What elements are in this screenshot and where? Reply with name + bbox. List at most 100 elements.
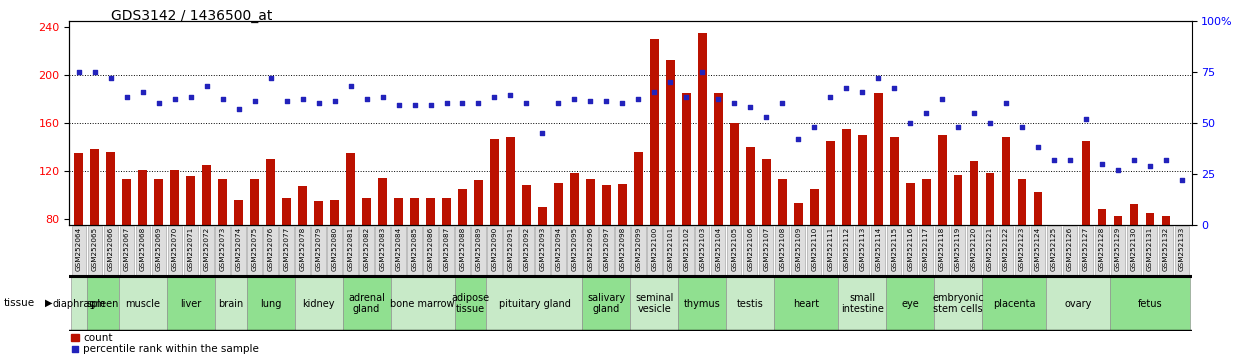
Text: GSM252123: GSM252123: [1018, 226, 1025, 270]
Bar: [618, 184, 627, 315]
Bar: [922, 179, 931, 315]
Point: [868, 75, 887, 81]
Bar: [634, 152, 643, 315]
Text: bone marrow: bone marrow: [391, 298, 455, 309]
Text: GSM252115: GSM252115: [891, 226, 897, 270]
Point: [837, 86, 857, 91]
Bar: [810, 189, 818, 315]
Bar: [442, 199, 451, 315]
Bar: [1127, 226, 1141, 276]
Text: GSM252078: GSM252078: [299, 226, 305, 270]
Text: GSM252127: GSM252127: [1083, 226, 1089, 270]
Text: GSM252076: GSM252076: [268, 226, 273, 270]
Bar: [378, 178, 387, 315]
Text: GSM252109: GSM252109: [795, 226, 801, 270]
Point: [325, 98, 345, 103]
Bar: [838, 277, 886, 330]
Point: [853, 90, 873, 95]
Bar: [727, 226, 742, 276]
Point: [1124, 157, 1143, 162]
Text: GSM252111: GSM252111: [827, 226, 833, 270]
Bar: [1079, 226, 1093, 276]
Bar: [247, 226, 262, 276]
Bar: [1178, 225, 1187, 315]
Text: adrenal
gland: adrenal gland: [349, 293, 384, 314]
Bar: [714, 93, 723, 315]
Bar: [88, 226, 103, 276]
Text: GSM252065: GSM252065: [91, 226, 98, 270]
Bar: [90, 149, 99, 315]
Text: placenta: placenta: [993, 298, 1036, 309]
Text: brain: brain: [218, 298, 243, 309]
Point: [1028, 145, 1048, 150]
Bar: [362, 199, 371, 315]
Bar: [263, 226, 278, 276]
Bar: [311, 226, 326, 276]
Bar: [120, 226, 133, 276]
Point: [549, 100, 569, 105]
Bar: [459, 189, 467, 315]
Bar: [906, 183, 915, 315]
Text: GSM252069: GSM252069: [156, 226, 162, 270]
Text: GSM252066: GSM252066: [108, 226, 114, 270]
Bar: [1162, 216, 1170, 315]
Text: GDS3142 / 1436500_at: GDS3142 / 1436500_at: [111, 9, 273, 23]
Bar: [648, 226, 661, 276]
Bar: [1114, 216, 1122, 315]
Text: GSM252093: GSM252093: [539, 226, 545, 270]
Bar: [391, 277, 455, 330]
Bar: [106, 152, 115, 315]
Text: tissue: tissue: [4, 298, 35, 308]
Bar: [855, 226, 869, 276]
Bar: [823, 226, 838, 276]
Text: adipose
tissue: adipose tissue: [451, 293, 489, 314]
Bar: [215, 277, 247, 330]
Bar: [807, 226, 822, 276]
Point: [117, 94, 137, 99]
Point: [980, 120, 1000, 126]
Bar: [904, 226, 917, 276]
Bar: [871, 226, 885, 276]
Bar: [1046, 277, 1110, 330]
Bar: [1158, 226, 1173, 276]
Text: embryonic
stem cells: embryonic stem cells: [932, 293, 984, 314]
Point: [1060, 157, 1080, 162]
Text: GSM252082: GSM252082: [363, 226, 370, 270]
Bar: [455, 277, 487, 330]
Text: GSM252106: GSM252106: [748, 226, 753, 270]
Bar: [535, 226, 550, 276]
Bar: [392, 226, 405, 276]
Bar: [138, 170, 147, 315]
Bar: [1095, 226, 1109, 276]
Bar: [967, 226, 981, 276]
Bar: [664, 226, 677, 276]
Bar: [759, 226, 774, 276]
Bar: [954, 175, 963, 315]
Bar: [426, 199, 435, 315]
Bar: [842, 129, 850, 315]
Bar: [616, 226, 629, 276]
Text: ▶: ▶: [44, 298, 52, 308]
Bar: [711, 226, 726, 276]
Text: GSM252094: GSM252094: [555, 226, 561, 270]
Text: GSM252118: GSM252118: [939, 226, 946, 270]
Text: salivary
gland: salivary gland: [587, 293, 625, 314]
Text: heart: heart: [794, 298, 819, 309]
Bar: [582, 277, 630, 330]
Bar: [650, 39, 659, 315]
Text: GSM252100: GSM252100: [651, 226, 658, 270]
Point: [436, 100, 456, 105]
Bar: [282, 199, 290, 315]
Bar: [330, 200, 339, 315]
Bar: [794, 203, 802, 315]
Bar: [934, 226, 949, 276]
Point: [628, 96, 648, 101]
Bar: [360, 226, 373, 276]
Point: [805, 124, 824, 130]
Text: GSM252103: GSM252103: [700, 226, 706, 270]
Text: GSM252101: GSM252101: [667, 226, 674, 270]
Text: GSM252092: GSM252092: [523, 226, 529, 270]
Point: [884, 86, 904, 91]
Point: [996, 100, 1016, 105]
Bar: [119, 277, 167, 330]
